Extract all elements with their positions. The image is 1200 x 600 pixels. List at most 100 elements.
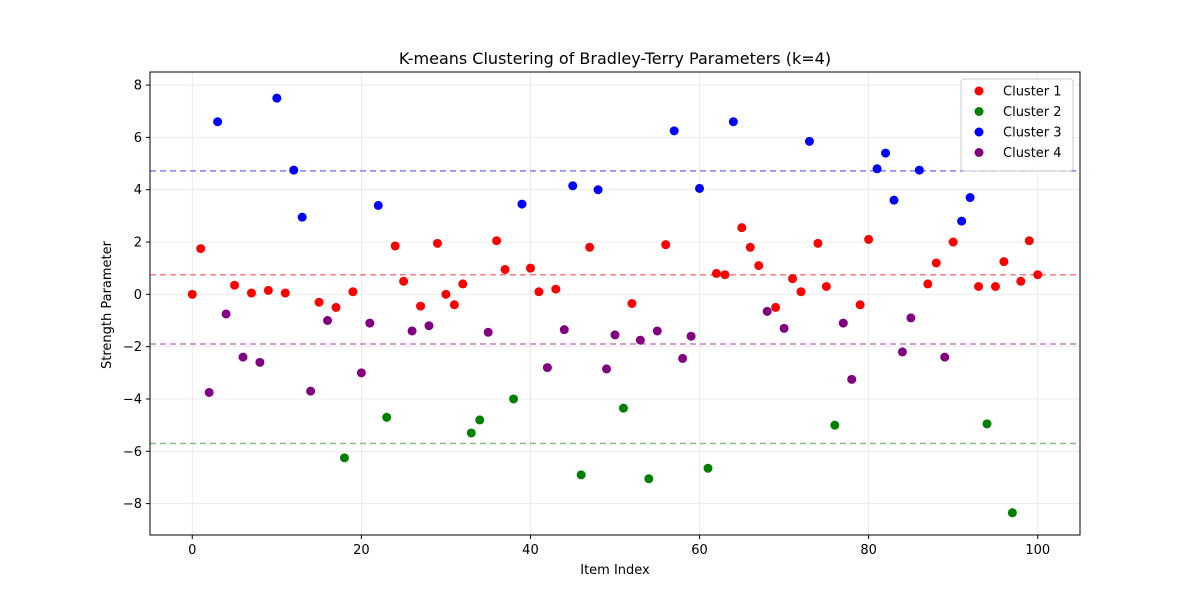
data-point-cluster-3 xyxy=(373,200,383,210)
data-point-cluster-1 xyxy=(525,263,535,273)
data-point-cluster-3 xyxy=(728,117,738,127)
data-point-cluster-2 xyxy=(382,412,392,422)
data-point-cluster-4 xyxy=(686,331,696,341)
data-point-cluster-1 xyxy=(855,300,865,310)
data-point-cluster-2 xyxy=(339,453,349,463)
y-tick-label: −2 xyxy=(123,340,142,355)
data-point-cluster-1 xyxy=(534,287,544,297)
data-point-cluster-4 xyxy=(407,326,417,336)
data-point-cluster-4 xyxy=(356,368,366,378)
data-point-cluster-4 xyxy=(635,335,645,345)
data-point-cluster-1 xyxy=(931,258,941,268)
x-tick-label: 40 xyxy=(522,543,539,558)
data-point-cluster-1 xyxy=(500,264,510,274)
data-point-cluster-1 xyxy=(720,270,730,280)
data-point-cluster-1 xyxy=(1033,270,1043,280)
legend-label-cluster-1: Cluster 1 xyxy=(1003,85,1062,100)
legend-marker-cluster-3 xyxy=(974,127,984,137)
legend-marker-cluster-1 xyxy=(974,86,984,96)
data-point-cluster-2 xyxy=(830,420,840,430)
data-point-cluster-4 xyxy=(897,347,907,357)
data-point-cluster-1 xyxy=(348,287,358,297)
data-point-cluster-1 xyxy=(492,236,502,246)
data-point-cluster-4 xyxy=(238,352,248,362)
data-point-cluster-4 xyxy=(762,306,772,316)
data-point-cluster-2 xyxy=(475,415,485,425)
data-point-cluster-3 xyxy=(568,181,578,191)
data-point-cluster-3 xyxy=(965,193,975,203)
x-tick-label: 100 xyxy=(1025,543,1050,558)
x-tick-label: 20 xyxy=(353,543,370,558)
data-point-cluster-1 xyxy=(711,268,721,278)
data-point-cluster-1 xyxy=(821,281,831,291)
x-axis-label: Item Index xyxy=(580,563,650,578)
data-point-cluster-1 xyxy=(314,297,324,307)
data-point-cluster-1 xyxy=(246,288,256,298)
data-point-cluster-4 xyxy=(255,357,265,367)
data-point-cluster-1 xyxy=(788,274,798,284)
data-point-cluster-4 xyxy=(602,364,612,374)
data-point-cluster-3 xyxy=(289,165,299,175)
data-point-cluster-1 xyxy=(449,300,459,310)
data-point-cluster-3 xyxy=(517,199,527,209)
plot-frame xyxy=(149,71,1081,536)
data-point-cluster-1 xyxy=(1016,276,1026,286)
data-point-cluster-1 xyxy=(441,289,451,299)
data-point-cluster-1 xyxy=(737,223,747,233)
data-point-cluster-1 xyxy=(196,244,206,254)
y-tick-label: −4 xyxy=(123,392,142,407)
data-point-cluster-1 xyxy=(585,242,595,252)
data-point-cluster-3 xyxy=(593,185,603,195)
y-tick-label: 0 xyxy=(134,288,142,303)
plot-area: 0 20 40 60 80 100 −8 −6 −4 −2 0 2 4 6 8 xyxy=(123,71,1081,558)
data-point-cluster-4 xyxy=(221,309,231,319)
y-axis-label: Strength Parameter xyxy=(100,240,115,369)
data-point-cluster-1 xyxy=(661,240,671,250)
y-tick-label: 6 xyxy=(134,131,142,146)
data-point-cluster-1 xyxy=(331,302,341,312)
data-point-cluster-1 xyxy=(990,281,1000,291)
data-point-cluster-2 xyxy=(618,403,628,413)
data-point-cluster-1 xyxy=(432,238,442,248)
data-point-cluster-3 xyxy=(881,148,891,158)
legend-marker-cluster-2 xyxy=(974,107,984,116)
data-point-cluster-1 xyxy=(796,287,806,297)
data-point-cluster-3 xyxy=(957,216,967,226)
data-point-cluster-3 xyxy=(914,165,924,175)
data-point-cluster-1 xyxy=(627,299,637,308)
data-point-cluster-4 xyxy=(424,321,434,331)
data-point-cluster-1 xyxy=(1024,236,1034,246)
data-point-cluster-2 xyxy=(1007,508,1017,518)
legend-marker-cluster-4 xyxy=(974,148,984,157)
data-point-cluster-1 xyxy=(948,237,958,247)
x-tick-label: 80 xyxy=(860,543,877,558)
data-point-cluster-3 xyxy=(297,212,307,222)
data-point-cluster-1 xyxy=(745,242,755,252)
data-point-cluster-1 xyxy=(813,238,823,248)
legend: Cluster 1 Cluster 2 Cluster 3 Cluster 4 xyxy=(960,78,1074,172)
data-point-cluster-4 xyxy=(847,374,857,384)
data-point-cluster-1 xyxy=(864,234,874,244)
chart-title: K-means Clustering of Bradley-Terry Para… xyxy=(399,49,831,68)
data-point-cluster-3 xyxy=(889,195,899,205)
data-point-cluster-1 xyxy=(754,261,764,271)
data-point-cluster-4 xyxy=(779,323,789,333)
data-point-cluster-1 xyxy=(974,281,984,291)
y-tick-label: 8 xyxy=(134,79,142,94)
data-point-cluster-3 xyxy=(669,126,679,136)
data-point-cluster-1 xyxy=(999,257,1009,267)
data-point-cluster-1 xyxy=(280,288,290,298)
data-point-cluster-4 xyxy=(940,352,950,362)
data-point-cluster-4 xyxy=(610,330,620,340)
data-point-cluster-4 xyxy=(652,326,662,336)
data-point-cluster-4 xyxy=(365,318,375,328)
data-point-cluster-4 xyxy=(323,316,333,326)
x-tick-label: 60 xyxy=(691,543,708,558)
data-point-cluster-3 xyxy=(804,136,814,146)
data-point-cluster-3 xyxy=(213,117,223,127)
data-point-cluster-1 xyxy=(399,276,409,286)
data-point-cluster-4 xyxy=(204,387,214,397)
data-point-cluster-1 xyxy=(416,301,426,311)
legend-box xyxy=(960,78,1074,172)
